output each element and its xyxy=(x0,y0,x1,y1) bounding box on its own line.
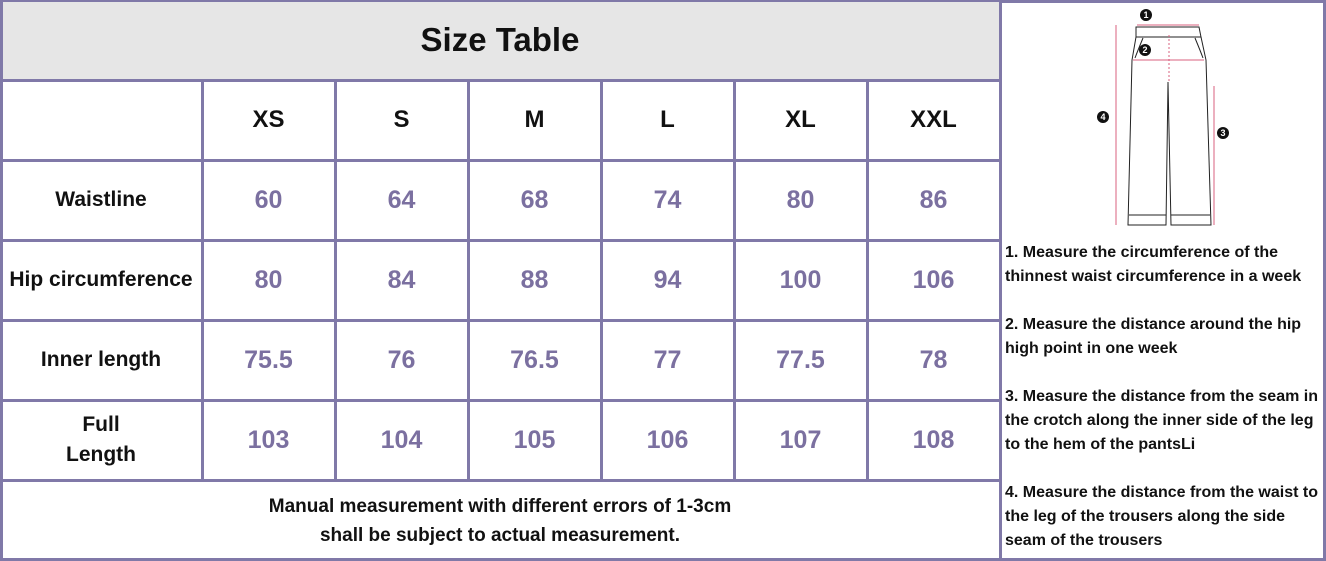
instruction-4: 4. Measure the distance from the waist t… xyxy=(1005,484,1318,549)
divider xyxy=(0,0,3,561)
row-label: Waistline xyxy=(55,188,147,211)
size-header-xl: XL xyxy=(785,106,816,133)
instruction-3: 3. Measure the distance from the seam in… xyxy=(1005,388,1318,453)
table-cell: 106 xyxy=(646,425,689,454)
divider xyxy=(0,319,1000,322)
divider xyxy=(0,0,1000,2)
table-cell: 108 xyxy=(912,425,955,454)
table-cell: 86 xyxy=(919,185,948,214)
table-cell: 106 xyxy=(912,265,955,294)
table-cell: 107 xyxy=(779,425,822,454)
divider xyxy=(0,239,1000,242)
page-title: Size Table xyxy=(0,0,1000,80)
table-cell: 74 xyxy=(653,185,682,214)
size-header-xs: XS xyxy=(252,106,285,133)
table-cell: 84 xyxy=(387,265,416,294)
divider xyxy=(1000,0,1326,3)
divider xyxy=(0,479,1000,482)
instruction-1: 1. Measure the circumference of the thin… xyxy=(1005,244,1302,285)
table-cell: 105 xyxy=(513,425,556,454)
table-cell: 94 xyxy=(653,265,682,294)
table-cell: 64 xyxy=(387,185,416,214)
marker-3: 3 xyxy=(1220,128,1225,138)
table-cell: 68 xyxy=(520,185,549,214)
row-label: Hip circumference xyxy=(9,268,193,291)
instruction-2: 2. Measure the distance around the hip h… xyxy=(1005,316,1302,357)
table-cell: 80 xyxy=(254,265,283,294)
table-cell: 77.5 xyxy=(776,345,825,374)
divider xyxy=(467,80,470,480)
marker-4: 4 xyxy=(1100,112,1105,122)
divider xyxy=(733,80,736,480)
row-label: Full Length xyxy=(66,413,136,466)
size-header-m: M xyxy=(524,106,545,133)
table-cell: 60 xyxy=(254,185,283,214)
divider xyxy=(866,80,869,480)
table-cell: 76.5 xyxy=(510,345,559,374)
table-cell: 104 xyxy=(380,425,423,454)
table-cell: 76 xyxy=(387,345,416,374)
size-header-l: L xyxy=(660,106,675,133)
divider xyxy=(0,159,1000,162)
table-cell: 80 xyxy=(786,185,815,214)
marker-2: 2 xyxy=(1142,45,1147,55)
divider xyxy=(201,80,204,480)
divider xyxy=(0,79,1000,82)
note-line-1: Manual measurement with different errors… xyxy=(268,495,732,517)
marker-1: 1 xyxy=(1143,10,1148,20)
divider xyxy=(999,0,1002,561)
measurement-note: Manual measurement with different errors… xyxy=(0,480,1000,561)
table-cell: 78 xyxy=(919,345,948,374)
note-line-2: shall be subject to actual measurement. xyxy=(319,524,681,546)
table-cell: 77 xyxy=(653,345,682,374)
divider xyxy=(0,399,1000,402)
table-cell: 103 xyxy=(247,425,290,454)
table-cell: 88 xyxy=(520,265,549,294)
divider xyxy=(334,80,337,480)
pants-diagram: 1 2 3 4 xyxy=(1097,9,1229,226)
divider xyxy=(1323,0,1326,561)
size-header-xxl: XXL xyxy=(910,106,957,133)
divider xyxy=(0,558,1326,561)
row-label: Inner length xyxy=(40,348,162,371)
table-cell: 100 xyxy=(779,265,822,294)
size-header-s: S xyxy=(393,106,410,133)
divider xyxy=(600,80,603,480)
table-cell: 75.5 xyxy=(244,345,293,374)
